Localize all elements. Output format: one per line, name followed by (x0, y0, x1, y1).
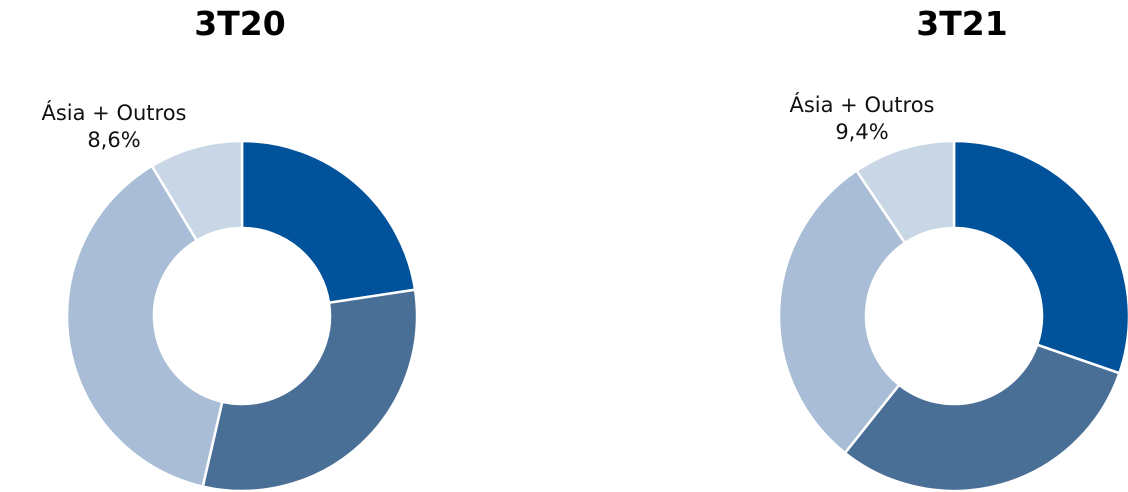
slice-value-label: 9,4% (835, 120, 889, 144)
chart-title-3t21: 3T21 (916, 4, 1008, 43)
donut-slice-2 (777, 168, 907, 455)
donut-slice-0 (240, 139, 417, 305)
donut-slice-3 (854, 139, 956, 245)
donut-slice-0 (952, 139, 1128, 375)
donut-slice-1 (843, 343, 1121, 492)
chart-title-3t20: 3T20 (194, 4, 286, 43)
slice-label-asia-outros-3t20: Ásia + Outros 8,6% (14, 100, 214, 154)
donut-chart-3t20 (65, 139, 419, 492)
donut-slice-2 (65, 164, 224, 489)
slice-category-label: Ásia + Outros (41, 101, 187, 125)
donut-slice-1 (201, 288, 419, 492)
donut-chart-3t21 (777, 139, 1128, 492)
donut-slice-3 (150, 139, 244, 243)
slice-label-asia-outros-3t21: Ásia + Outros 9,4% (762, 92, 962, 146)
slice-value-label: 8,6% (87, 128, 141, 152)
slice-category-label: Ásia + Outros (789, 93, 935, 117)
